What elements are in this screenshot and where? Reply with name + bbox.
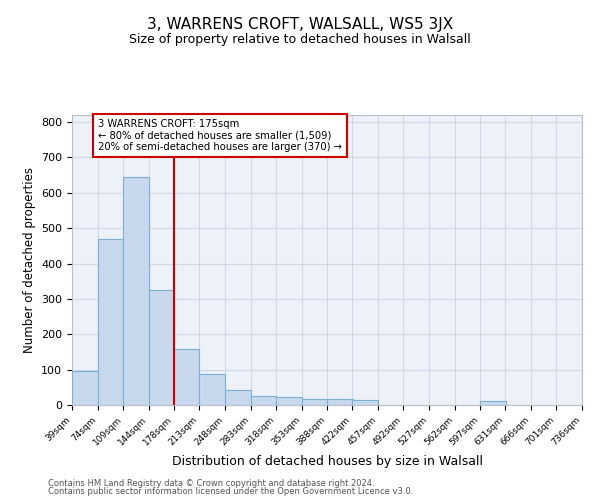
Bar bbox=[72, 372, 98, 405]
Bar bbox=[123, 177, 149, 405]
Bar bbox=[302, 398, 328, 405]
Bar bbox=[225, 390, 251, 405]
Bar bbox=[149, 290, 175, 405]
Bar bbox=[276, 397, 302, 405]
Text: 3 WARRENS CROFT: 175sqm
← 80% of detached houses are smaller (1,509)
20% of semi: 3 WARRENS CROFT: 175sqm ← 80% of detache… bbox=[98, 118, 341, 152]
Bar bbox=[251, 396, 276, 405]
Bar bbox=[480, 402, 506, 405]
Bar bbox=[174, 350, 199, 405]
Bar bbox=[352, 400, 378, 405]
Text: Contains HM Land Registry data © Crown copyright and database right 2024.: Contains HM Land Registry data © Crown c… bbox=[48, 478, 374, 488]
Y-axis label: Number of detached properties: Number of detached properties bbox=[23, 167, 35, 353]
Bar bbox=[98, 239, 123, 405]
X-axis label: Distribution of detached houses by size in Walsall: Distribution of detached houses by size … bbox=[172, 455, 482, 468]
Bar bbox=[199, 374, 225, 405]
Text: Size of property relative to detached houses in Walsall: Size of property relative to detached ho… bbox=[129, 32, 471, 46]
Text: Contains public sector information licensed under the Open Government Licence v3: Contains public sector information licen… bbox=[48, 487, 413, 496]
Text: 3, WARRENS CROFT, WALSALL, WS5 3JX: 3, WARRENS CROFT, WALSALL, WS5 3JX bbox=[147, 18, 453, 32]
Bar bbox=[328, 398, 353, 405]
